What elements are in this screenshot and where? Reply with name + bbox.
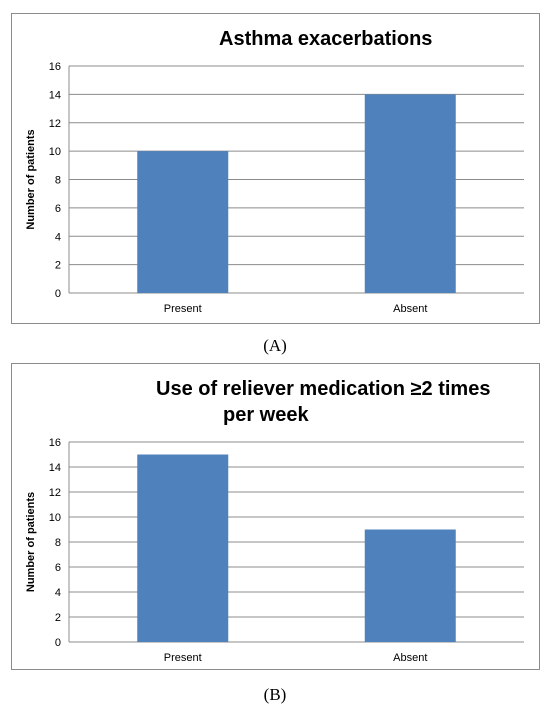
bar-present [137,454,229,642]
bar-chart-a: 0 2 4 6 8 10 12 14 16 Present Absent Number of pati… [25,61,524,315]
y-tick-label: 16 [49,61,61,73]
chart-panel-a: Asthma exacerbations 0 2 4 6 8 10 12 14 16 Presen… [11,13,540,324]
bar-chart-b: 0 2 4 6 8 10 12 14 16 Present Absent Number of pati… [25,437,524,664]
x-tick-label: Absent [393,652,427,664]
y-tick-label: 16 [49,437,61,449]
y-tick-label: 12 [49,118,61,130]
x-tick-label: Absent [393,303,427,315]
y-tick-label: 10 [49,146,61,158]
y-tick-label: 6 [55,203,61,215]
y-tick-label: 12 [49,487,61,499]
y-tick-label: 10 [49,512,61,524]
y-tick-label: 8 [55,537,61,549]
y-tick-label: 0 [55,288,61,300]
y-axis-title: Number of patients [25,129,37,229]
chart-title-line-1: Use of reliever medication ≥2 times [156,378,491,400]
y-tick-label: 4 [55,587,61,599]
y-tick-label: 0 [55,637,61,649]
y-tick-label: 4 [55,231,61,243]
y-tick-label: 14 [49,462,61,474]
chart-title: Asthma exacerbations [219,28,433,50]
bar-absent [364,94,456,293]
y-tick-label: 14 [49,89,61,101]
y-axis-title: Number of patients [25,492,37,592]
y-tick-label: 2 [55,612,61,624]
y-tick-label: 2 [55,260,61,272]
x-tick-label: Present [164,652,202,664]
panel-label-b: (B) [263,685,287,704]
y-tick-label: 8 [55,175,61,187]
chart-panel-b: Use of reliever medication ≥2 times per … [11,363,540,670]
y-tick-label: 6 [55,562,61,574]
bar-present [137,151,229,293]
bar-absent [364,529,456,642]
panel-label-a: (A) [263,336,287,355]
chart-title-line-2: per week [223,404,309,426]
x-tick-label: Present [164,303,202,315]
